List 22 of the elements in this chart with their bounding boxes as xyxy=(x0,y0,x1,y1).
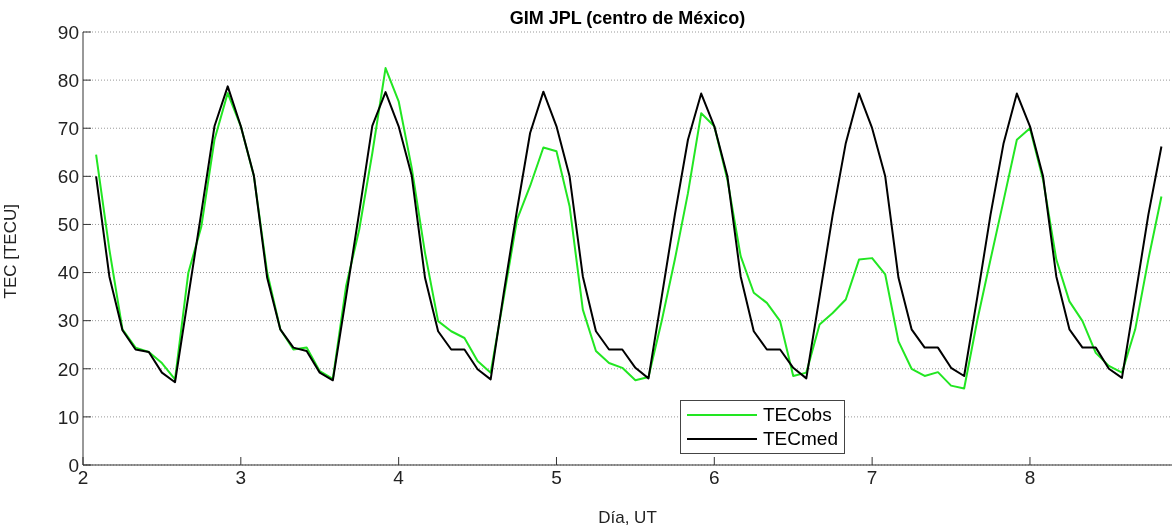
y-tick-label: 50 xyxy=(57,214,79,236)
x-tick-label: 8 xyxy=(1024,467,1036,489)
y-tick-label: 20 xyxy=(57,358,79,380)
legend-label: TECmed xyxy=(763,427,838,451)
y-tick-label: 70 xyxy=(57,117,79,139)
x-axis-title: Día, UT xyxy=(598,508,657,527)
legend-label: TECobs xyxy=(763,403,832,427)
y-tick-label: 30 xyxy=(57,310,79,332)
x-tick-label: 4 xyxy=(393,467,405,489)
x-tick-label: 6 xyxy=(709,467,720,489)
y-tick-label: 10 xyxy=(57,406,79,428)
y-tick-label: 0 xyxy=(68,454,79,476)
y-tick-label: 80 xyxy=(57,69,79,91)
y-axis-title: TEC [TECU] xyxy=(1,204,21,299)
x-tick-label: 3 xyxy=(235,467,247,489)
x-tick-label: 7 xyxy=(866,467,878,489)
x-tick-label: 5 xyxy=(551,467,562,489)
y-tick-label: 90 xyxy=(57,21,79,43)
x-tick-label: 2 xyxy=(77,467,89,489)
chart-title: GIM JPL (centro de México) xyxy=(508,8,747,28)
y-tick-label: 40 xyxy=(57,262,79,284)
y-tick-label: 60 xyxy=(57,166,79,188)
